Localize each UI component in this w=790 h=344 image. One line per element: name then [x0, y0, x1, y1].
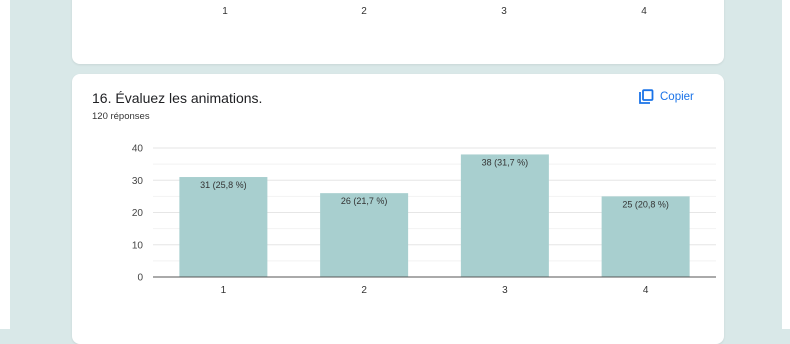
bar [460, 154, 549, 277]
question-card: 16. Évaluez les animations. 120 réponses… [72, 74, 724, 344]
y-tick-label: 20 [132, 208, 144, 219]
y-tick-label: 30 [132, 176, 144, 187]
x-tick-label: 1 [221, 285, 227, 296]
copy-button[interactable]: Copier [638, 87, 694, 107]
y-tick-label: 10 [132, 240, 144, 251]
y-tick-label: 40 [132, 144, 144, 155]
previous-chart-x-tick: 1 [222, 6, 228, 17]
previous-chart-x-tick: 2 [361, 6, 367, 17]
response-count: 120 réponses [92, 111, 150, 122]
x-tick-label: 2 [361, 285, 367, 296]
bar-data-label: 38 (31,7 %) [482, 157, 529, 167]
previous-chart-x-tick: 4 [641, 6, 647, 17]
x-tick-label: 3 [502, 285, 508, 296]
bar-data-label: 25 (20,8 %) [622, 199, 669, 209]
previous-question-card: 1 2 3 4 [72, 0, 724, 64]
question-title: 16. Évaluez les animations. [92, 90, 263, 106]
bar [320, 193, 409, 277]
bar-chart: 0 10 20 30 40 31 (25,8 %) 1 26 (21,7 %) 2 38 (31,… [132, 144, 716, 296]
previous-chart-x-tick: 3 [501, 6, 507, 17]
copy-button-label: Copier [660, 91, 694, 103]
copy-icon [638, 89, 654, 105]
bar [601, 196, 690, 277]
bar-data-label: 31 (25,8 %) [200, 180, 247, 190]
x-tick-label: 4 [643, 285, 649, 296]
y-tick-label: 0 [137, 273, 143, 284]
left-edge-strip [0, 0, 10, 329]
right-edge-strip [782, 0, 790, 329]
bar [179, 177, 268, 277]
bar-data-label: 26 (21,7 %) [341, 196, 388, 206]
